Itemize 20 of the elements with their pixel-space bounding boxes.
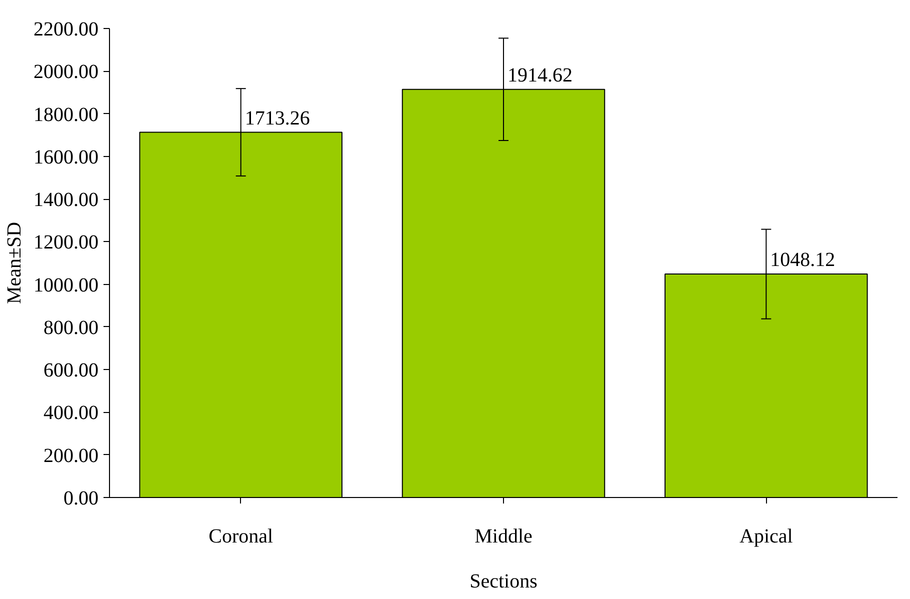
data-label: 1048.12 — [770, 249, 836, 272]
y-tick-label: 1800.00 — [34, 104, 98, 126]
y-tick-label: 600.00 — [44, 360, 98, 382]
y-tick-label: 800.00 — [44, 316, 98, 339]
y-tick-label: 1200.00 — [34, 232, 98, 254]
y-axis-title: Mean±SD — [4, 222, 26, 304]
y-tick-label: 1600.00 — [34, 146, 98, 168]
y-tick-label: 200.00 — [44, 444, 98, 467]
y-tick-label: 2200.00 — [34, 18, 98, 40]
data-label: 1713.26 — [244, 107, 310, 130]
x-tick-label: Apical — [740, 526, 794, 548]
x-tick-label: Coronal — [208, 526, 274, 548]
y-tick-label: 2000.00 — [34, 61, 98, 84]
y-tick-label: 1400.00 — [34, 189, 98, 212]
y-tick-label: 1000.00 — [34, 274, 98, 296]
x-tick-label: Middle — [474, 526, 533, 548]
y-tick-label: 400.00 — [44, 402, 98, 424]
x-axis-title: Sections — [470, 570, 538, 592]
data-label: 1914.62 — [508, 64, 572, 86]
y-tick-label: 0.00 — [64, 488, 98, 510]
